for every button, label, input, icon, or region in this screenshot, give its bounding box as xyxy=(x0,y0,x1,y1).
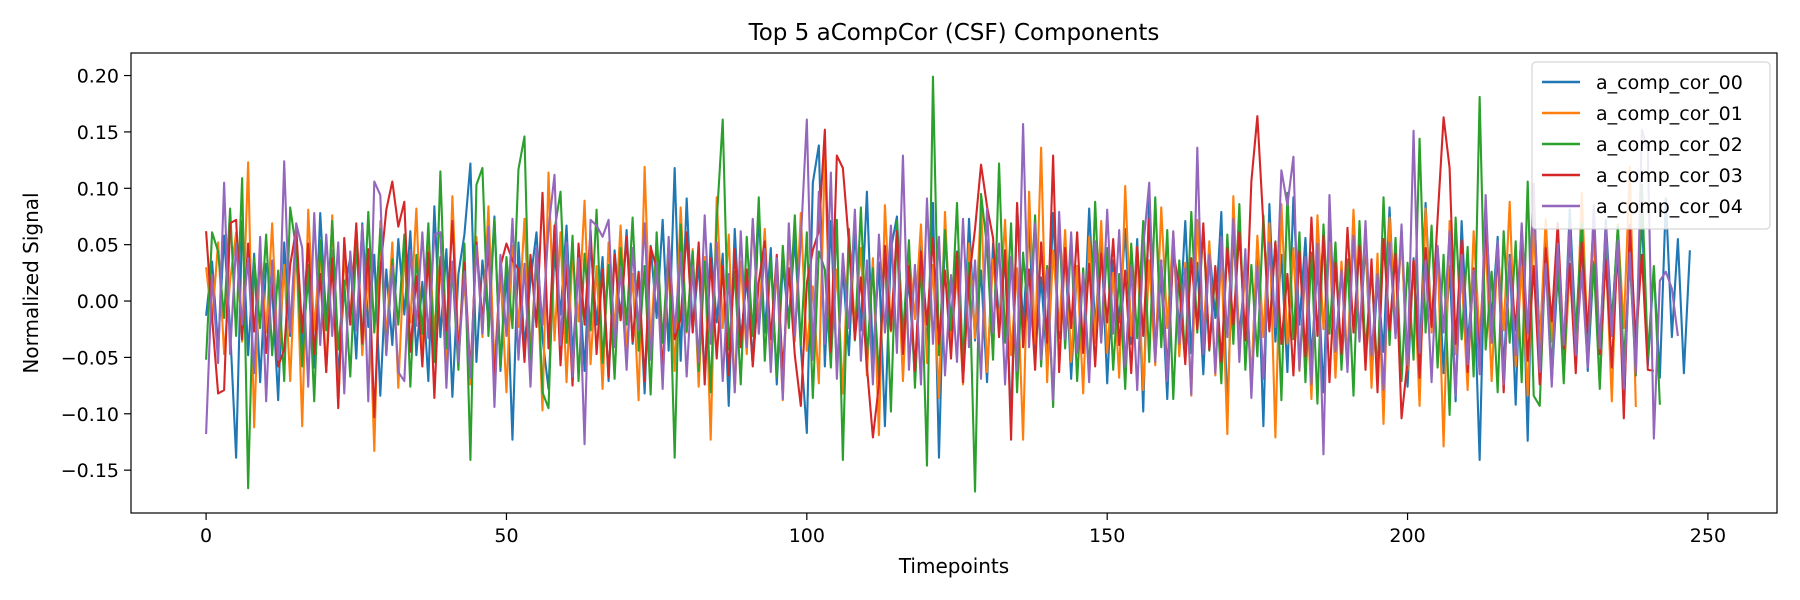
legend-label-1: a_comp_cor_01 xyxy=(1596,103,1743,125)
legend-label-2: a_comp_cor_02 xyxy=(1596,134,1743,156)
series-line-2 xyxy=(205,75,1661,493)
x-tick-label: 150 xyxy=(1089,525,1125,547)
y-tick-label: −0.05 xyxy=(61,347,119,369)
x-tick-label: 100 xyxy=(789,525,825,547)
legend-label-0: a_comp_cor_00 xyxy=(1596,72,1743,94)
y-tick-label: −0.15 xyxy=(61,460,119,482)
legend-box xyxy=(1531,61,1771,230)
y-axis-label: Normalized Signal xyxy=(19,192,43,373)
y-tick-label: 0.15 xyxy=(77,122,119,144)
y-axis: −0.15 −0.10 −0.05 0.00 0.05 0.10 0.15 0.20 xyxy=(61,66,131,482)
series-group xyxy=(205,75,1691,493)
y-tick-label: 0.05 xyxy=(77,235,119,257)
legend-label-3: a_comp_cor_03 xyxy=(1596,165,1743,187)
legend: a_comp_cor_00 a_comp_cor_01 a_comp_cor_02a… xyxy=(1531,61,1771,230)
x-tick-label: 0 xyxy=(200,525,212,547)
series-line-4 xyxy=(205,118,1679,456)
y-tick-label: 0.10 xyxy=(77,178,119,200)
y-tick-label: 0.00 xyxy=(77,291,119,313)
y-tick-label: −0.10 xyxy=(61,404,119,426)
x-tick-label: 50 xyxy=(494,525,518,547)
legend-label-4: a_comp_cor_04 xyxy=(1596,196,1743,218)
x-tick-label: 200 xyxy=(1389,525,1425,547)
x-tick-label: 250 xyxy=(1690,525,1726,547)
y-tick-label: 0.20 xyxy=(77,66,119,88)
chart-title: Top 5 aCompCor (CSF) Components xyxy=(748,20,1160,46)
x-axis-label: Timepoints xyxy=(898,554,1009,578)
x-axis: 0 50 100 150 200 250 xyxy=(200,513,1726,547)
plot-frame xyxy=(130,52,1778,514)
